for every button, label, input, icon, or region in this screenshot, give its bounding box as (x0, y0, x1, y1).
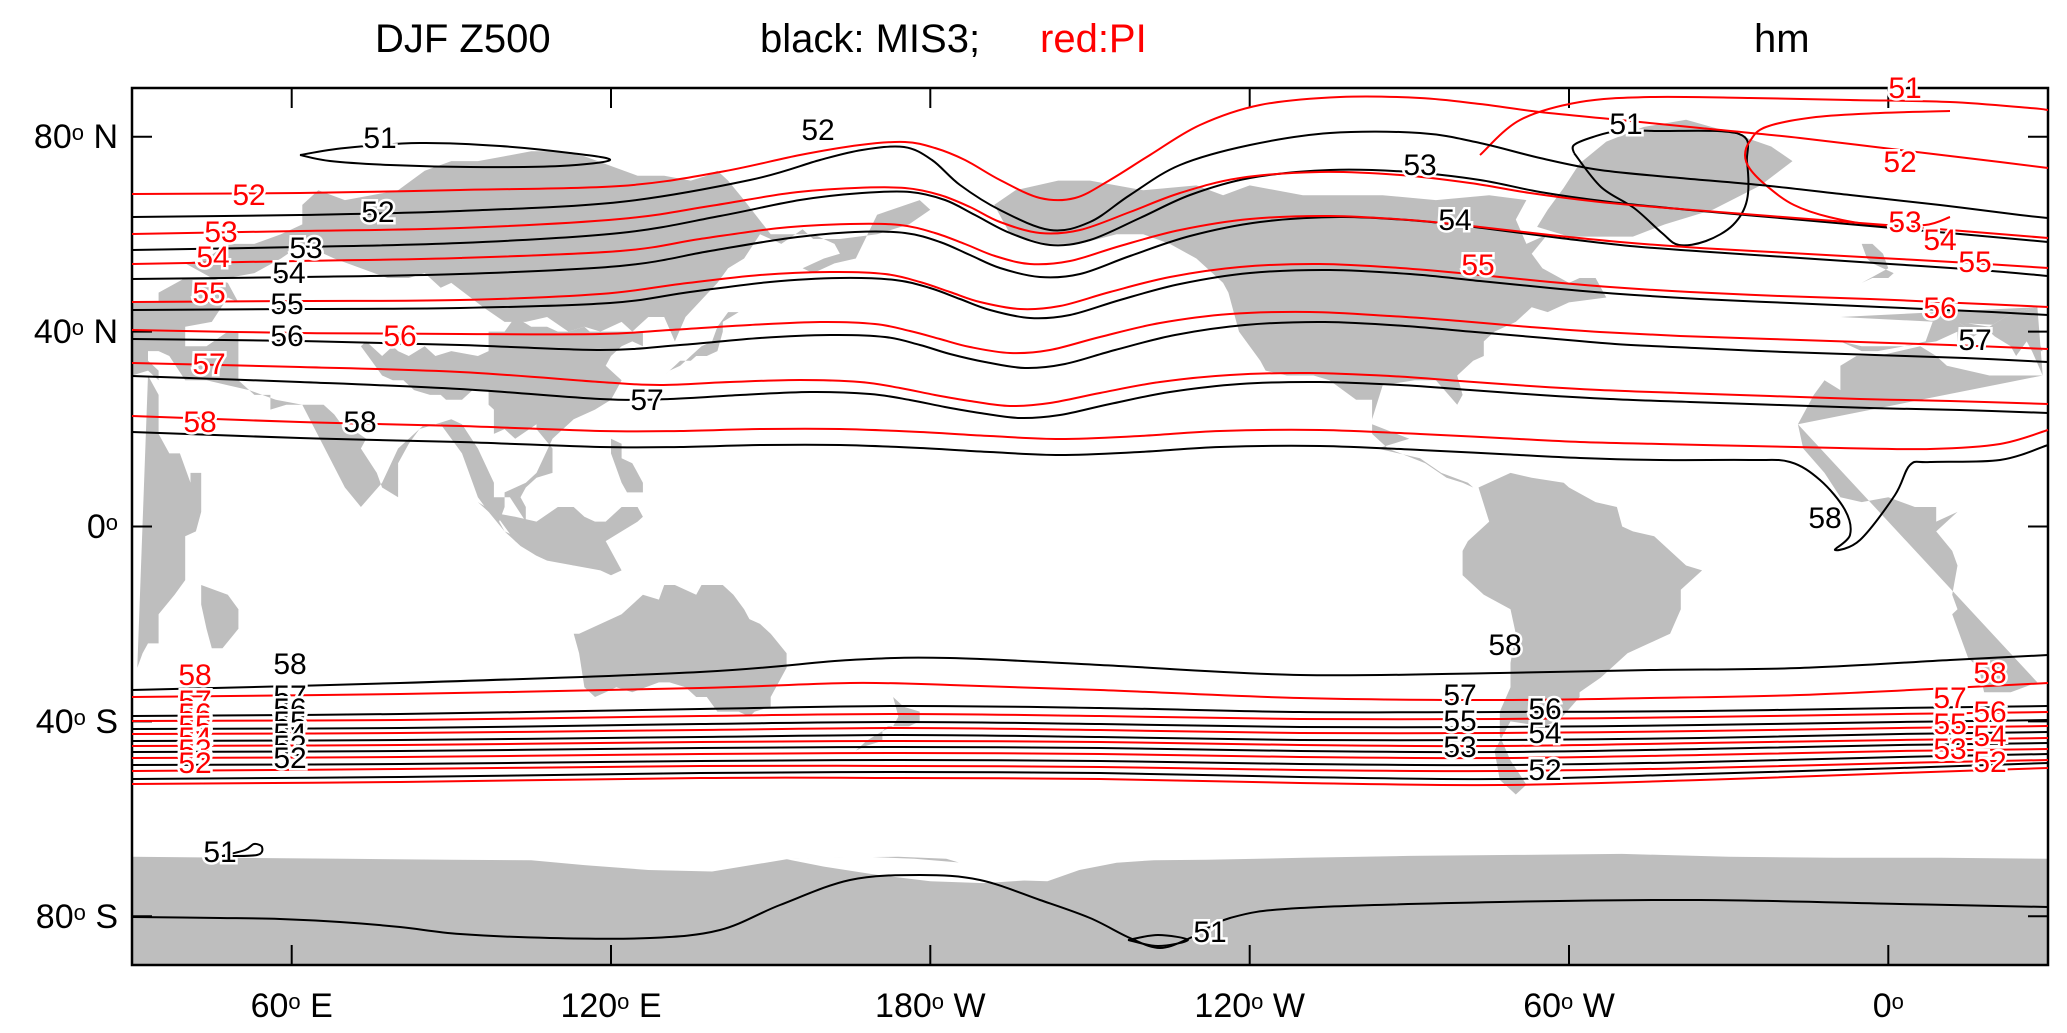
svg-text:54: 54 (1923, 224, 1956, 257)
svg-text:52: 52 (1883, 146, 1916, 179)
svg-text:180o W: 180o W (875, 987, 986, 1025)
svg-text:58: 58 (1973, 657, 2006, 690)
svg-text:40o S: 40o S (36, 703, 118, 741)
svg-text:52: 52 (1973, 746, 2006, 779)
svg-text:55: 55 (192, 277, 225, 310)
svg-text:hm: hm (1754, 17, 1810, 61)
svg-text:52: 52 (178, 747, 211, 780)
svg-text:58: 58 (1808, 502, 1841, 535)
svg-text:56: 56 (270, 320, 303, 353)
svg-text:54: 54 (1528, 717, 1561, 750)
svg-text:80o S: 80o S (36, 898, 118, 936)
svg-text:60o E: 60o E (251, 987, 333, 1025)
svg-text:52: 52 (232, 179, 265, 212)
svg-text:54: 54 (272, 257, 305, 290)
svg-text:54: 54 (1438, 204, 1471, 237)
svg-text:56: 56 (1923, 292, 1956, 325)
svg-text:51: 51 (363, 122, 396, 155)
svg-text:58: 58 (183, 406, 216, 439)
svg-text:53: 53 (1443, 731, 1476, 764)
svg-text:53: 53 (1888, 206, 1921, 239)
svg-text:red:PI: red:PI (1040, 17, 1147, 61)
svg-text:black: MIS3;: black: MIS3; (760, 17, 980, 61)
svg-text:51: 51 (1609, 108, 1642, 141)
svg-text:55: 55 (1958, 246, 1991, 279)
svg-text:51: 51 (203, 836, 236, 869)
svg-text:120o W: 120o W (1194, 987, 1305, 1025)
svg-text:51: 51 (1888, 72, 1921, 105)
svg-text:60o W: 60o W (1523, 987, 1615, 1025)
svg-text:120o E: 120o E (560, 987, 661, 1025)
svg-text:56: 56 (383, 320, 416, 353)
svg-text:54: 54 (196, 241, 229, 274)
svg-text:58: 58 (1488, 629, 1521, 662)
svg-text:53: 53 (1403, 149, 1436, 182)
svg-text:52: 52 (1528, 754, 1561, 787)
svg-text:DJF Z500: DJF Z500 (375, 17, 551, 61)
svg-text:57: 57 (1958, 324, 1991, 357)
svg-text:40o N: 40o N (34, 313, 118, 351)
svg-text:58: 58 (343, 406, 376, 439)
svg-text:52: 52 (361, 196, 394, 229)
svg-text:80o N: 80o N (34, 118, 118, 156)
svg-text:0o: 0o (87, 508, 118, 546)
svg-text:51: 51 (1193, 916, 1226, 949)
svg-text:57: 57 (192, 348, 225, 381)
svg-text:52: 52 (273, 742, 306, 775)
svg-text:55: 55 (270, 288, 303, 321)
svg-text:53: 53 (1933, 733, 1966, 766)
svg-text:52: 52 (801, 114, 834, 147)
svg-text:58: 58 (273, 648, 306, 681)
svg-text:0o: 0o (1873, 987, 1904, 1025)
svg-text:57: 57 (630, 384, 663, 417)
svg-text:55: 55 (1461, 249, 1494, 282)
